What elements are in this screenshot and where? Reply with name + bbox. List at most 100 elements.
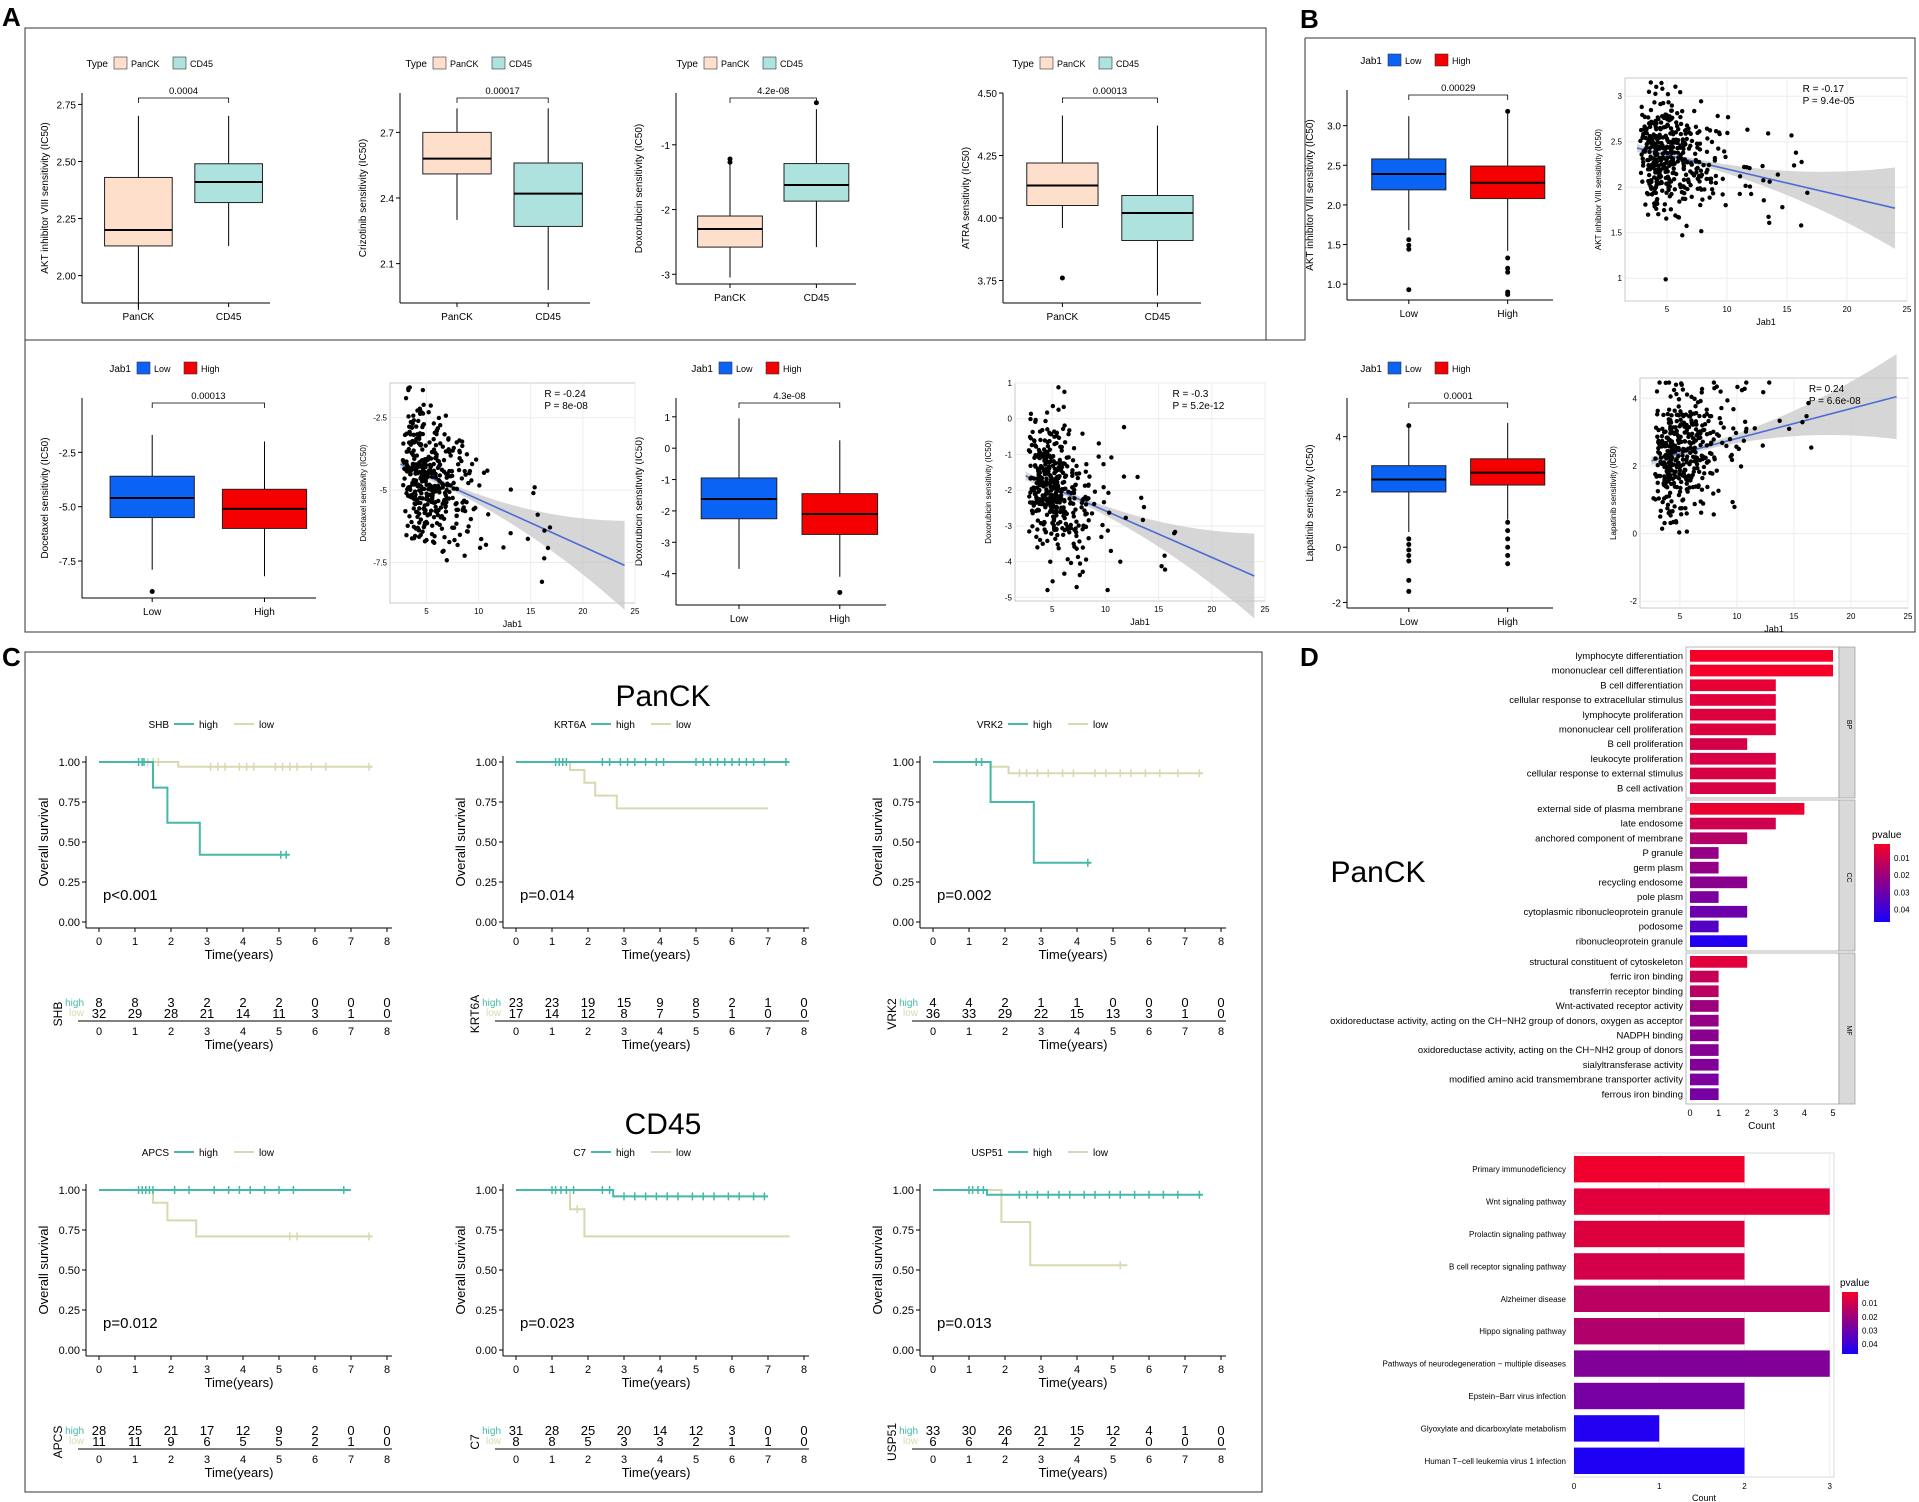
scatter-point <box>460 443 465 449</box>
scatter-point <box>478 536 484 542</box>
box-High: High <box>1470 422 1546 628</box>
scatter-point <box>437 522 442 528</box>
scatter-point <box>1644 127 1649 132</box>
pvalue-tick-label: 0.03 <box>1894 888 1910 897</box>
scatter-point <box>1699 386 1705 392</box>
scatter-point <box>417 469 422 475</box>
scatter-point <box>408 493 413 498</box>
x-tick-label: 3 <box>204 936 210 948</box>
scatter-point <box>424 491 429 496</box>
scatter-point <box>1717 416 1722 421</box>
legend: Jab1 Low High <box>691 361 802 375</box>
scatter-point <box>1060 526 1065 531</box>
x-tick-label: 20 <box>1847 612 1856 621</box>
risk-x-tick-label: 2 <box>168 1026 174 1038</box>
scatter-point <box>1664 136 1670 141</box>
scatter-point <box>433 455 438 461</box>
scatter-point <box>1809 445 1814 450</box>
kegg-bar <box>1574 1220 1745 1248</box>
y-tick-label: -1 <box>1005 450 1013 459</box>
y-tick-label: 1.00 <box>476 757 497 769</box>
scatter-point <box>1704 176 1709 182</box>
scatter-point <box>1688 450 1693 456</box>
scatter-point <box>1653 91 1658 96</box>
scatter-point <box>1692 501 1697 507</box>
scatter-point <box>1681 161 1686 166</box>
scatter-point <box>1687 440 1692 445</box>
x-axis-label: Jab1 <box>1130 617 1150 627</box>
risk-count-high: 2 <box>311 1423 318 1438</box>
legend-title: Type <box>1012 59 1034 70</box>
y-tick-label: 3 <box>1618 92 1623 101</box>
scatter-point <box>545 545 551 551</box>
scatter-point <box>1680 453 1685 458</box>
scatter-point <box>1677 199 1682 204</box>
scatter-point <box>1665 476 1670 481</box>
scatter-point <box>1665 122 1670 128</box>
scatter-point <box>1096 441 1102 446</box>
scatter-point <box>424 496 429 502</box>
risk-count-high: 0 <box>800 995 807 1010</box>
go-bar <box>1690 752 1776 765</box>
risk-count-low: 36 <box>926 1006 940 1021</box>
kegg-x-tick-label: 0 <box>1572 1482 1577 1491</box>
risk-table-gene: APCS <box>51 1426 65 1459</box>
scatter-point <box>1719 405 1724 411</box>
risk-x-tick-label: 3 <box>621 1026 627 1038</box>
scatter-point <box>1668 207 1674 212</box>
scatter-point <box>420 387 426 393</box>
scatter-point <box>1045 500 1051 505</box>
scatter-point <box>1059 448 1064 453</box>
scatter-point <box>1096 454 1101 459</box>
x-tick-label: 4 <box>240 1364 246 1376</box>
x-tick-label: 0 <box>513 936 519 948</box>
y-tick-label: 4.50 <box>978 89 998 100</box>
risk-count-high: 0 <box>383 995 390 1010</box>
y-tick-label: 2.7 <box>380 128 394 139</box>
scatter-point <box>1063 486 1068 491</box>
scatter-point <box>1707 176 1713 182</box>
scatter-point <box>1671 387 1677 393</box>
y-axis-label: Doxorubicin sensitivity (IC50) <box>634 437 645 567</box>
scatter-point <box>1737 174 1743 179</box>
scatter-point <box>1083 502 1089 507</box>
risk-x-tick-label: 4 <box>1074 1026 1080 1038</box>
scatter-point <box>1075 475 1081 481</box>
x-tick-label: 15 <box>1783 305 1792 314</box>
y-tick-label: -2 <box>661 507 670 518</box>
logrank-p-value: p=0.014 <box>520 887 575 904</box>
scatter-point <box>1034 480 1039 486</box>
go-bar <box>1690 847 1719 859</box>
x-tick-label: 4 <box>657 936 663 948</box>
risk-x-tick-label: 8 <box>801 1454 807 1466</box>
scatter-point <box>1702 421 1708 427</box>
scatter-point <box>1800 419 1805 425</box>
scatter-point <box>1677 145 1683 150</box>
scatter-point <box>1035 527 1040 532</box>
scatter-point <box>1765 131 1771 136</box>
y-axis-label: Docetaxel sensitivity (IC50) <box>40 437 51 558</box>
x-tick-label: 3 <box>1038 936 1044 948</box>
risk-count-high: 25 <box>128 1423 142 1438</box>
risk-count-high: 0 <box>800 1423 807 1438</box>
risk-x-tick-label: 8 <box>384 1026 390 1038</box>
scatter-point <box>1080 431 1085 436</box>
scatter-point <box>457 532 463 537</box>
risk-count-high: 9 <box>656 995 663 1010</box>
risk-count-low: 1 <box>1181 1006 1188 1021</box>
x-tick-label: 0 <box>930 1364 936 1376</box>
risk-count-high: 30 <box>962 1423 976 1438</box>
risk-x-tick-label: 3 <box>1038 1026 1044 1038</box>
km-legend-gene: C7 <box>573 1148 586 1159</box>
scatter-point <box>1698 442 1703 448</box>
y-tick-label: -3 <box>661 538 670 549</box>
scatter-point <box>447 449 452 455</box>
scatter-point <box>1642 149 1648 154</box>
x-tick-label: 7 <box>1182 936 1188 948</box>
scatter-point <box>459 458 464 464</box>
x-tick-label: 1 <box>966 1364 972 1376</box>
scatter-point <box>1661 207 1667 213</box>
scatter-point <box>1043 449 1048 455</box>
p-value-label: 0.00013 <box>1093 86 1127 97</box>
scatter-point <box>1664 160 1670 165</box>
